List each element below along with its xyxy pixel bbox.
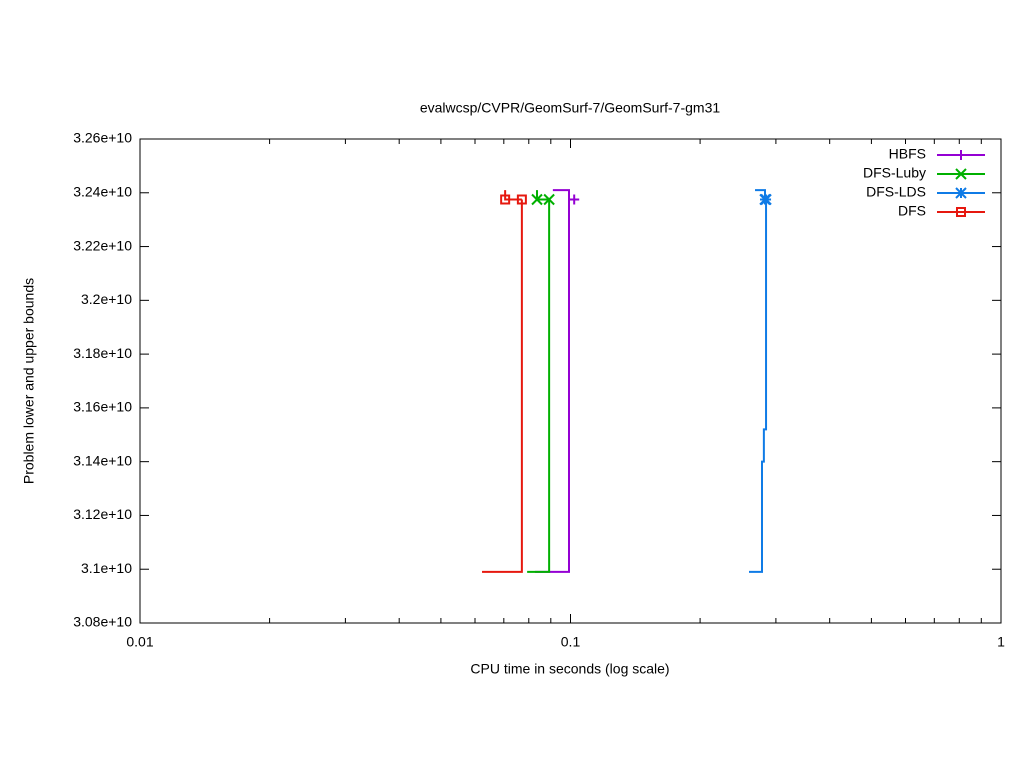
x-tick-label: 0.01 bbox=[126, 634, 153, 650]
y-axis-label: Problem lower and upper bounds bbox=[21, 278, 37, 484]
x-tick-label: 1 bbox=[997, 634, 1005, 650]
y-tick-label: 3.16e+10 bbox=[73, 399, 132, 415]
legend-label: DFS-Luby bbox=[863, 165, 926, 181]
y-tick-label: 3.26e+10 bbox=[73, 130, 132, 146]
x-axis-label: CPU time in seconds (log scale) bbox=[470, 661, 669, 677]
y-tick-label: 3.18e+10 bbox=[73, 345, 132, 361]
y-tick-label: 3.1e+10 bbox=[81, 560, 132, 576]
marker bbox=[516, 194, 527, 205]
plot-frame bbox=[139, 138, 1002, 624]
legend-marker bbox=[956, 150, 966, 160]
legend-label: DFS bbox=[898, 203, 926, 219]
legend-label: DFS-LDS bbox=[866, 184, 926, 200]
lower-bound-line bbox=[527, 199, 551, 573]
lower-bound-line bbox=[482, 199, 523, 573]
marker bbox=[531, 193, 543, 206]
y-tick-label: 3.12e+10 bbox=[73, 506, 132, 522]
marker bbox=[500, 194, 511, 205]
legend-marker bbox=[955, 168, 967, 180]
marker bbox=[760, 193, 772, 206]
x-tick-label: 0.1 bbox=[561, 634, 581, 650]
upper-bound-line bbox=[552, 189, 575, 201]
marker bbox=[569, 194, 580, 205]
upper-bound-line bbox=[504, 190, 522, 201]
legend-marker bbox=[955, 187, 967, 199]
chart-title: evalwcsp/CVPR/GeomSurf-7/GeomSurf-7-gm31 bbox=[420, 100, 721, 116]
legend-label: HBFS bbox=[889, 146, 926, 162]
lower-bound-line bbox=[534, 199, 570, 573]
y-tick-label: 3.14e+10 bbox=[73, 452, 132, 468]
legend-marker bbox=[956, 207, 966, 217]
y-tick-label: 3.2e+10 bbox=[81, 291, 132, 307]
y-tick-label: 3.24e+10 bbox=[73, 183, 132, 199]
marker bbox=[543, 193, 555, 206]
y-tick-label: 3.08e+10 bbox=[73, 614, 132, 630]
lower-bound-line bbox=[749, 199, 768, 573]
y-tick-label: 3.22e+10 bbox=[73, 237, 132, 253]
